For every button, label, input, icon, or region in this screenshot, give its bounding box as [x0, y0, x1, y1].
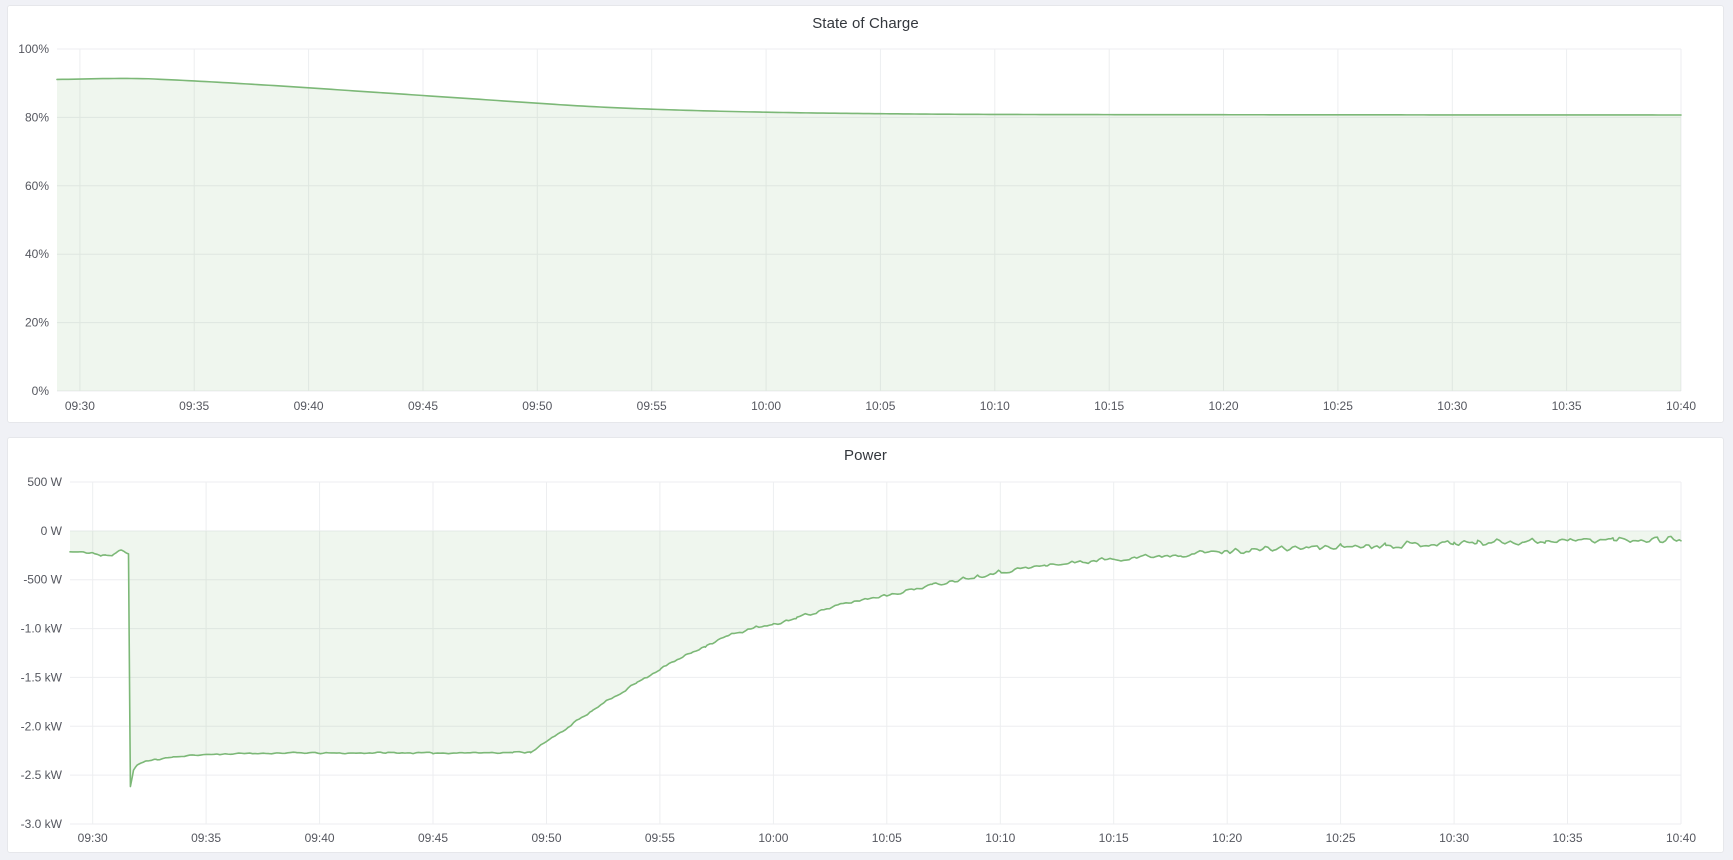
y-tick-label: -3.0 kW: [21, 817, 63, 831]
y-tick-label: 500 W: [27, 475, 62, 489]
x-tick-label: 10:05: [872, 831, 902, 845]
series-line: [69, 535, 1682, 788]
state-of-charge-chart[interactable]: 100% 80% 60% 40% 20% 0% 09:30 09:35 09:40 09:45 09…: [8, 6, 1723, 422]
panel-title-state-of-charge[interactable]: State of Charge: [812, 15, 919, 32]
x-tick-label: 09:55: [645, 831, 675, 845]
x-tick-label: 09:40: [294, 399, 324, 413]
x-tick-label: 10:20: [1208, 399, 1238, 413]
x-tick-label: 10:10: [980, 399, 1010, 413]
y-tick-label: -1.5 kW: [21, 670, 63, 684]
x-tick-label: 10:35: [1552, 831, 1582, 845]
y-tick-label: -2.0 kW: [21, 719, 63, 733]
x-tick-label: 10:10: [985, 831, 1015, 845]
x-tick-label: 10:25: [1323, 399, 1353, 413]
x-tick-label: 09:30: [65, 399, 95, 413]
panel-title-power[interactable]: Power: [843, 447, 888, 464]
x-tick-label: 10:20: [1212, 831, 1242, 845]
y-tick-label: 0 W: [41, 524, 63, 538]
x-tick-label: 10:00: [758, 831, 788, 845]
x-tick-label: 09:45: [418, 831, 448, 845]
x-tick-label: 10:25: [1326, 831, 1356, 845]
x-tick-label: 09:40: [305, 831, 335, 845]
x-tick-label: 09:35: [191, 831, 221, 845]
power-chart[interactable]: 500 W 0 W -500 W -1.0 kW -1.5 kW -2.0 kW -2.5 …: [8, 438, 1723, 852]
x-tick-label: 09:50: [531, 831, 561, 845]
x-tick-label: 09:30: [78, 831, 108, 845]
x-tick-label: 09:55: [637, 399, 667, 413]
y-tick-label: 100%: [18, 42, 49, 56]
x-tick-label: 09:50: [522, 399, 552, 413]
y-tick-label: -500 W: [23, 573, 62, 587]
x-tick-label: 10:15: [1099, 831, 1129, 845]
y-tick-label: 60%: [25, 179, 49, 193]
series-fill: [70, 530, 1681, 787]
x-tick-label: 09:45: [408, 399, 438, 413]
x-tick-label: 10:40: [1666, 399, 1696, 413]
x-tick-label: 10:35: [1552, 399, 1582, 413]
panel-state-of-charge: State of Charge 100% 80% 60% 40% 20% 0% 09:30 0…: [7, 5, 1724, 423]
x-tick-label: 10:30: [1439, 831, 1469, 845]
y-tick-label: 40%: [25, 247, 49, 261]
series-fill: [57, 78, 1681, 391]
panel-power: Power 500 W 0 W -500 W -1.0 kW -1.5 kW -2.0 k…: [7, 437, 1724, 853]
y-tick-label: 80%: [25, 110, 49, 124]
series-line: [56, 77, 1682, 116]
x-tick-label: 10:30: [1437, 399, 1467, 413]
y-tick-label: 20%: [25, 316, 49, 330]
y-tick-label: 0%: [32, 384, 50, 398]
y-tick-label: -1.0 kW: [21, 622, 63, 636]
x-tick-label: 09:35: [179, 399, 209, 413]
x-tick-label: 10:40: [1666, 831, 1696, 845]
x-tick-label: 10:00: [751, 399, 781, 413]
y-tick-label: -2.5 kW: [21, 768, 63, 782]
x-tick-label: 10:05: [865, 399, 895, 413]
x-tick-label: 10:15: [1094, 399, 1124, 413]
